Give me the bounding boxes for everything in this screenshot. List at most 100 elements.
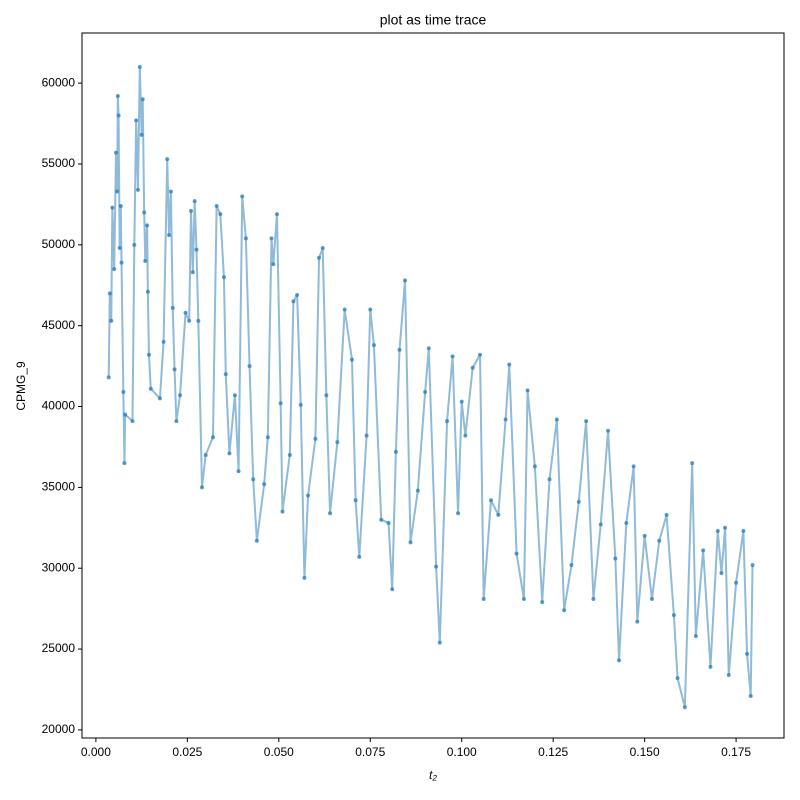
data-point (214, 204, 219, 209)
data-point (591, 596, 596, 601)
data-point (137, 64, 142, 69)
data-point (617, 658, 622, 663)
x-tick-label: 0.000 (81, 745, 111, 759)
data-point (357, 554, 362, 559)
y-tick-label: 30000 (42, 560, 76, 574)
data-point (187, 318, 192, 323)
data-point (265, 435, 270, 440)
data-point (631, 464, 636, 469)
y-tick-label: 50000 (42, 237, 76, 251)
data-point (287, 453, 292, 458)
data-point (437, 640, 442, 645)
data-point (262, 482, 267, 487)
data-point (135, 187, 140, 192)
data-point (254, 538, 259, 543)
data-point (291, 299, 296, 304)
data-point (734, 580, 739, 585)
data-point (507, 362, 512, 367)
data-point (109, 318, 114, 323)
data-point (390, 587, 395, 592)
data-point (167, 233, 172, 238)
data-point (488, 498, 493, 503)
data-point (118, 204, 123, 209)
data-point (584, 419, 589, 424)
data-point (576, 499, 581, 504)
y-tick-label: 40000 (42, 399, 76, 413)
data-point (236, 469, 241, 474)
data-point (123, 412, 128, 417)
data-point (657, 538, 662, 543)
data-point (635, 619, 640, 624)
data-point (521, 596, 526, 601)
data-point (174, 419, 179, 424)
data-point (271, 262, 276, 267)
data-point (741, 529, 746, 534)
data-point (199, 485, 204, 490)
data-point (434, 564, 439, 569)
data-point (313, 436, 318, 441)
data-point (371, 343, 376, 348)
chart-title: plot as time trace (380, 12, 487, 28)
data-point (364, 433, 369, 438)
data-point (140, 97, 145, 102)
x-tick-label: 0.100 (447, 745, 477, 759)
x-tick-label: 0.050 (264, 745, 294, 759)
data-point (122, 461, 127, 466)
data-point (107, 291, 112, 296)
data-point (227, 451, 232, 456)
data-point (403, 278, 408, 283)
data-point (386, 520, 391, 525)
data-point (726, 672, 731, 677)
data-point (415, 488, 420, 493)
data-point (165, 157, 170, 162)
data-point (701, 548, 706, 553)
data-point (221, 275, 226, 280)
data-point (675, 676, 680, 681)
data-point (134, 118, 139, 123)
data-point (397, 347, 402, 352)
data-point (168, 189, 173, 194)
data-line (107, 65, 754, 709)
data-point (145, 289, 150, 294)
data-point (115, 94, 120, 99)
data-point (470, 365, 475, 370)
data-point (690, 461, 695, 466)
data-point (562, 608, 567, 613)
data-point (280, 509, 285, 514)
data-point (115, 189, 120, 194)
data-point (450, 354, 455, 359)
data-point (142, 210, 147, 215)
data-point (328, 511, 333, 516)
data-point (183, 310, 188, 315)
data-point (110, 205, 115, 210)
data-point (693, 634, 698, 639)
data-point (459, 399, 464, 404)
data-point (189, 208, 194, 213)
data-point (478, 352, 483, 357)
data-point (423, 389, 428, 394)
data-point (132, 242, 137, 247)
data-point (532, 464, 537, 469)
data-point (613, 556, 618, 561)
data-point (379, 517, 384, 522)
data-point (112, 267, 117, 272)
data-point (525, 388, 530, 393)
data-point (671, 613, 676, 618)
y-axis-label: CPMG_9 (14, 361, 28, 411)
data-point (157, 396, 162, 401)
data-point (117, 246, 122, 251)
data-point (598, 522, 603, 527)
data-point (170, 305, 175, 310)
data-point (547, 477, 552, 482)
data-point (624, 520, 629, 525)
data-point (298, 402, 303, 407)
plot-frame (81, 32, 785, 739)
data-point (161, 339, 166, 344)
data-point (503, 417, 508, 422)
data-point (203, 453, 208, 458)
x-axis-label: t₂ (429, 768, 437, 782)
y-tick-label: 45000 (42, 318, 76, 332)
data-point (481, 596, 486, 601)
data-point (750, 562, 755, 567)
